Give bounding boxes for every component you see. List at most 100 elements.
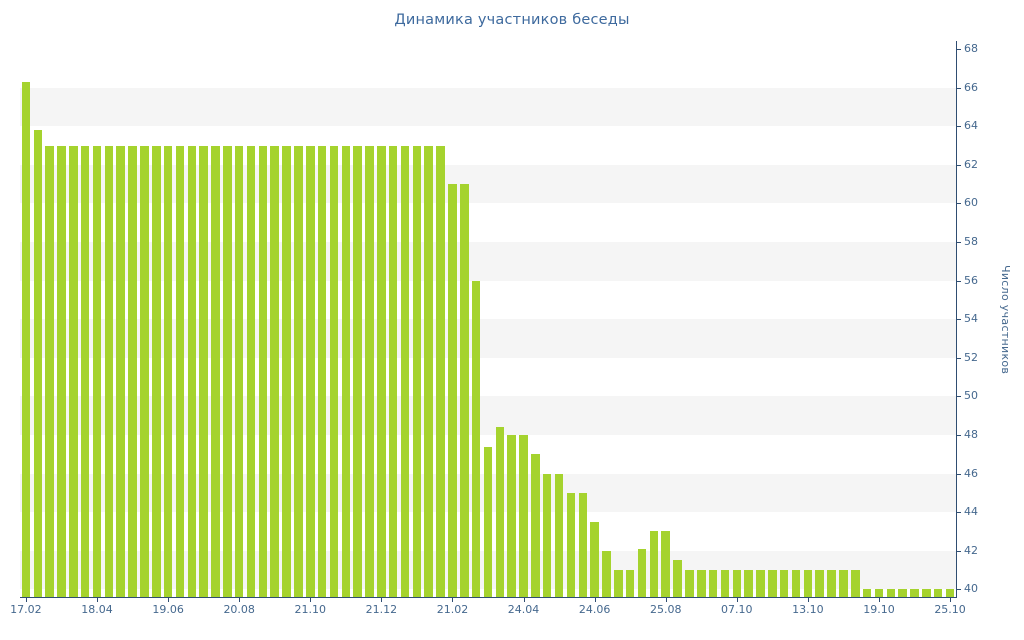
bar (945, 589, 955, 597)
y-tick-label: 40 (964, 582, 978, 596)
bar (21, 81, 31, 597)
x-tick-label: 25.10 (934, 603, 966, 616)
bar (57, 145, 66, 597)
x-tick-mark (97, 598, 98, 602)
bar (602, 550, 611, 597)
y-tick-label: 66 (964, 80, 978, 94)
bar (542, 473, 552, 597)
bar (223, 145, 232, 597)
y-tick-mark (956, 49, 961, 51)
x-tick-label: 25.08 (649, 603, 682, 616)
x-tick-mark (168, 598, 170, 602)
bar (922, 589, 931, 597)
bar (815, 569, 824, 597)
bar (554, 473, 564, 597)
bar (637, 548, 647, 597)
bar (211, 145, 220, 597)
bar (779, 569, 789, 597)
bar (507, 434, 516, 597)
y-tick-mark (956, 319, 961, 321)
x-tick-mark (452, 598, 454, 602)
bar (151, 145, 161, 597)
bar (294, 145, 303, 597)
y-tick-mark (956, 473, 961, 475)
y-tick-label: 42 (964, 543, 978, 557)
bar (590, 521, 599, 597)
bar (175, 145, 185, 597)
bar (839, 569, 848, 597)
plot-area (20, 43, 956, 597)
bar (104, 145, 114, 597)
y-axis-title: Число участников (999, 265, 1012, 375)
bar (803, 569, 813, 597)
bar (791, 569, 801, 597)
x-tick-label: 19.10 (863, 603, 895, 616)
y-tick-label: 60 (964, 196, 978, 210)
bar (116, 145, 125, 597)
bar (282, 145, 291, 597)
bar (933, 589, 943, 597)
bar (460, 184, 469, 597)
y-tick-label: 68 (964, 42, 978, 56)
bar (258, 145, 268, 597)
y-tick-mark (956, 164, 961, 166)
bar (33, 130, 43, 597)
bar (163, 145, 173, 597)
bar (424, 145, 433, 597)
bar (128, 145, 137, 597)
bar (697, 569, 706, 597)
x-tick-mark (310, 598, 312, 602)
bar (45, 145, 54, 597)
bar (400, 145, 410, 597)
bar (412, 145, 422, 597)
bar (661, 531, 670, 597)
x-tick-label: 13.10 (792, 603, 824, 616)
x-tick-label: 21.12 (365, 603, 398, 616)
x-tick-mark (523, 598, 525, 602)
bar (92, 145, 102, 597)
x-tick-label: 18.04 (81, 603, 113, 616)
bar (649, 531, 659, 597)
y-tick-mark (956, 280, 961, 282)
bar (862, 589, 872, 597)
bar (388, 145, 398, 597)
bar (471, 280, 481, 597)
bar (874, 589, 884, 597)
x-axis-line (20, 597, 957, 598)
y-tick-mark (956, 434, 961, 436)
bar (329, 145, 339, 597)
bar (708, 569, 718, 597)
y-tick-label: 50 (964, 389, 978, 403)
x-tick-label: 24.04 (507, 603, 540, 616)
x-tick-label: 24.06 (578, 603, 611, 616)
grid-band (20, 87, 956, 127)
y-tick-label: 52 (964, 350, 978, 364)
bar (377, 145, 386, 597)
bar (199, 145, 208, 597)
bar (341, 145, 351, 597)
y-tick-label: 46 (964, 466, 978, 480)
y-tick-label: 58 (964, 235, 978, 249)
bar (519, 434, 528, 597)
y-tick-mark (956, 512, 961, 514)
bar (80, 145, 90, 597)
y-tick-label: 54 (964, 312, 978, 326)
bar (140, 145, 149, 597)
x-tick-label: 19.06 (152, 603, 184, 616)
bar (317, 145, 327, 597)
y-tick-mark (956, 357, 961, 359)
x-tick-label: 17.02 (10, 603, 42, 616)
bar (306, 145, 315, 597)
bar (448, 184, 457, 597)
y-tick-label: 56 (964, 273, 978, 287)
y-tick-mark (956, 242, 961, 244)
bar (270, 145, 279, 597)
bar (246, 145, 256, 597)
y-tick-mark (956, 589, 961, 591)
x-tick-mark (594, 598, 596, 602)
x-tick-label: 07.10 (721, 603, 753, 616)
bar (768, 569, 777, 597)
chart-title: Динамика участников беседы (394, 12, 630, 28)
bar (614, 569, 623, 597)
y-tick-label: 64 (964, 119, 978, 133)
